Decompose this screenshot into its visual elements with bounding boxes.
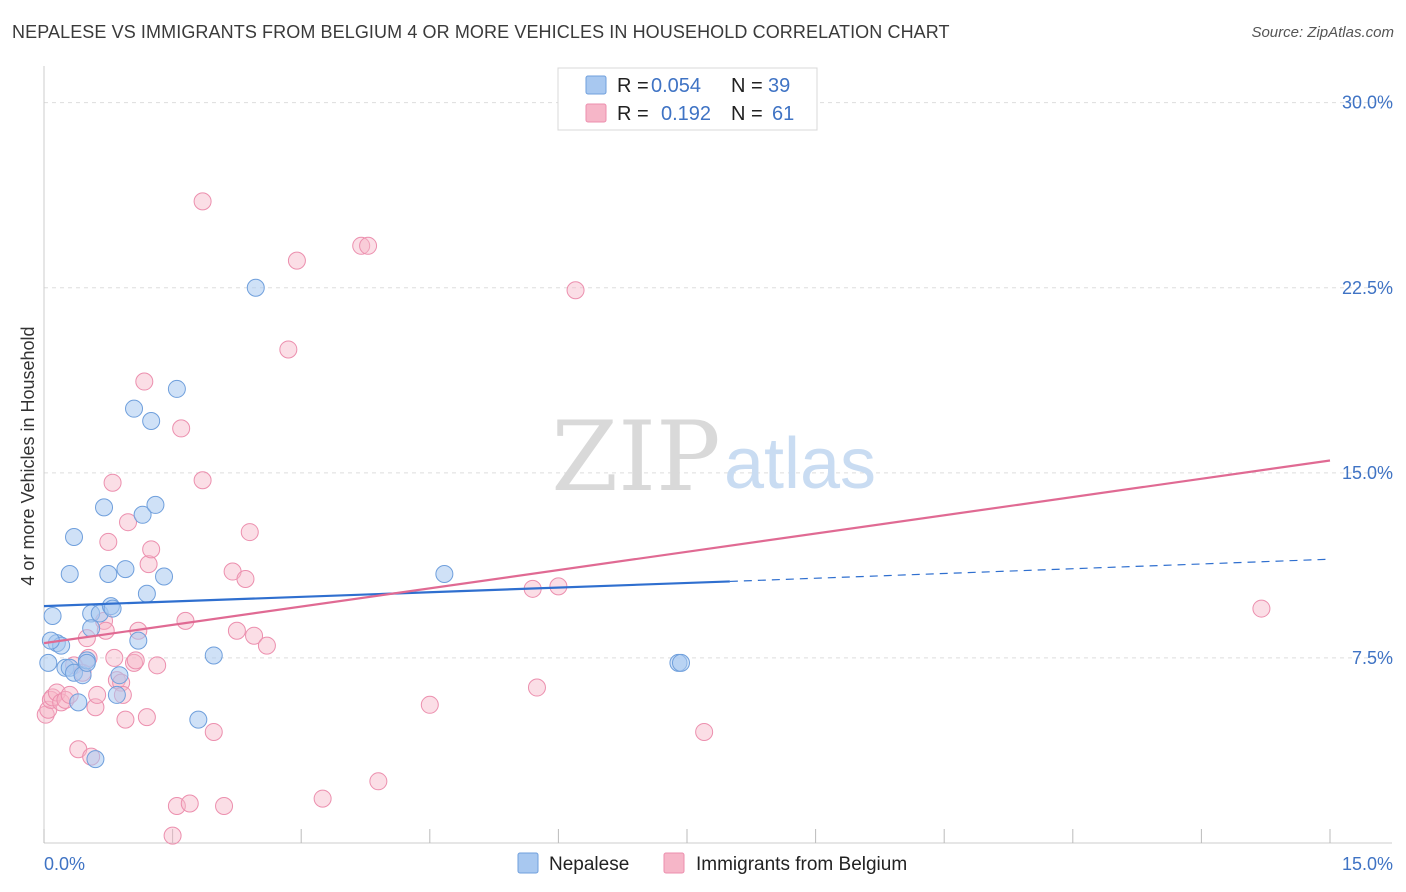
nepalese-point-17 [95, 498, 114, 517]
watermark-zip: ZIP [551, 401, 720, 513]
nepalese-point-22 [110, 666, 129, 685]
nepalese-point-12 [77, 653, 96, 672]
belgium-point-30 [137, 708, 156, 727]
belgium-point-32 [142, 540, 161, 559]
nepalese-point-1 [43, 606, 62, 625]
nepalese-point-30 [155, 567, 174, 586]
belgium-point-37 [176, 611, 195, 630]
belgium-point-46 [240, 523, 259, 542]
legend-n-value-1: 39 [768, 75, 790, 97]
belgium-point-59 [566, 281, 585, 300]
nepalese-trendline-extension [729, 558, 1331, 583]
nepalese-point-23 [116, 560, 135, 579]
belgium-point-51 [313, 789, 332, 808]
belgium-point-41 [204, 722, 223, 741]
nepalese-point-26 [133, 505, 152, 524]
belgium-point-36 [172, 419, 191, 438]
nepalese-point-15 [86, 750, 105, 769]
nepalese-point-27 [137, 584, 156, 603]
nepalese-point-31 [167, 379, 186, 398]
belgium-point-25 [119, 513, 138, 532]
legend-n-value-2: 61 [772, 103, 794, 125]
nepalese-point-21 [107, 685, 126, 704]
tick-labels: 7.5% 15.0% 22.5% 30.0% 0.0% 15.0% [44, 93, 1393, 874]
nepalese-point-5 [60, 565, 79, 584]
nepalese-swatch [585, 75, 607, 95]
nepalese-point-18 [99, 565, 118, 584]
belgium-point-47 [245, 626, 264, 645]
belgium-point-42 [215, 796, 234, 815]
belgium-point-39 [193, 471, 212, 490]
belgium-point-54 [369, 772, 388, 791]
nepalese-point-34 [246, 278, 265, 297]
belgium-point-50 [287, 251, 306, 270]
belgium-point-49 [279, 340, 298, 359]
belgium-point-40 [193, 192, 212, 211]
belgium-point-15 [88, 685, 107, 704]
x-tick-label-1: 15.0% [1342, 854, 1393, 874]
belgium-swatch [585, 103, 607, 123]
nepalese-point-8 [65, 528, 84, 546]
belgium-point-55 [420, 695, 439, 714]
legend-r-value-1: 0.054 [651, 75, 701, 97]
gridlines [44, 102, 1392, 659]
immigrants-from-belgium-points [36, 192, 1271, 845]
legend-r-label-2: R = [617, 103, 649, 125]
watermark: ZIP atlas [551, 401, 876, 513]
legend-n-label-1: N = [731, 75, 763, 97]
series-legend: Nepalese Immigrants from Belgium [517, 852, 907, 875]
source-note: Source: ZipAtlas.com [1251, 24, 1394, 41]
legend-nepalese-label: Nepalese [549, 854, 629, 875]
nepalese-point-14 [82, 619, 101, 638]
belgium-point-33 [148, 656, 167, 675]
belgium-point-31 [139, 555, 158, 574]
belgium-point-53 [359, 236, 378, 255]
belgium-point-18 [99, 532, 118, 551]
belgium-point-20 [105, 648, 124, 667]
legend-r-value-2: 0.192 [661, 103, 711, 125]
legend-n-label-2: N = [731, 103, 763, 125]
belgium-point-24 [116, 710, 135, 729]
nepalese-point-35 [435, 565, 454, 584]
chart-title: NEPALESE VS IMMIGRANTS FROM BELGIUM 4 OR… [12, 22, 950, 42]
watermark-atlas: atlas [724, 424, 876, 504]
y-tick-label-3: 30.0% [1342, 93, 1393, 113]
axes [43, 66, 1392, 844]
nepalese-point-24 [125, 399, 144, 418]
y-tick-label-0: 7.5% [1352, 648, 1393, 668]
y-tick-label-1: 15.0% [1342, 463, 1393, 483]
belgium-point-48 [257, 636, 276, 655]
y-axis-label: 4 or more Vehicles in Household [18, 326, 38, 585]
nepalese-point-37 [671, 653, 690, 672]
stats-legend: R = 0.054 N = 39 R = 0.192 N = 61 [557, 67, 818, 131]
belgium-trendline [43, 459, 1331, 645]
belgium-point-52 [352, 236, 371, 255]
belgium-point-45 [236, 569, 255, 588]
belgium-point-27 [126, 651, 145, 670]
belgium-point-57 [527, 678, 546, 697]
nepalese-point-28 [142, 412, 161, 431]
nepalese-point-29 [146, 495, 165, 514]
nepalese-point-0 [39, 653, 58, 672]
x-tick-label-0: 0.0% [44, 854, 85, 874]
belgium-point-38 [180, 794, 199, 813]
belgium-point-61 [1252, 599, 1271, 618]
nepalese-point-9 [69, 693, 88, 712]
belgium-point-29 [135, 372, 154, 391]
belgium-point-44 [227, 621, 246, 640]
belgium-point-60 [695, 722, 714, 741]
y-tick-label-2: 22.5% [1342, 278, 1393, 298]
trendlines [43, 459, 1331, 645]
legend-belgium-label: Immigrants from Belgium [696, 854, 907, 875]
belgium-point-19 [103, 473, 122, 492]
belgium-point-34 [163, 826, 182, 845]
nepalese-point-32 [189, 710, 208, 729]
legend-belgium-swatch [663, 852, 685, 874]
nepalese-points [39, 278, 690, 769]
nepalese-point-33 [204, 646, 223, 665]
legend-r-label-1: R = [617, 75, 649, 97]
legend-nepalese-swatch [517, 852, 539, 874]
nepalese-point-25 [129, 631, 148, 650]
